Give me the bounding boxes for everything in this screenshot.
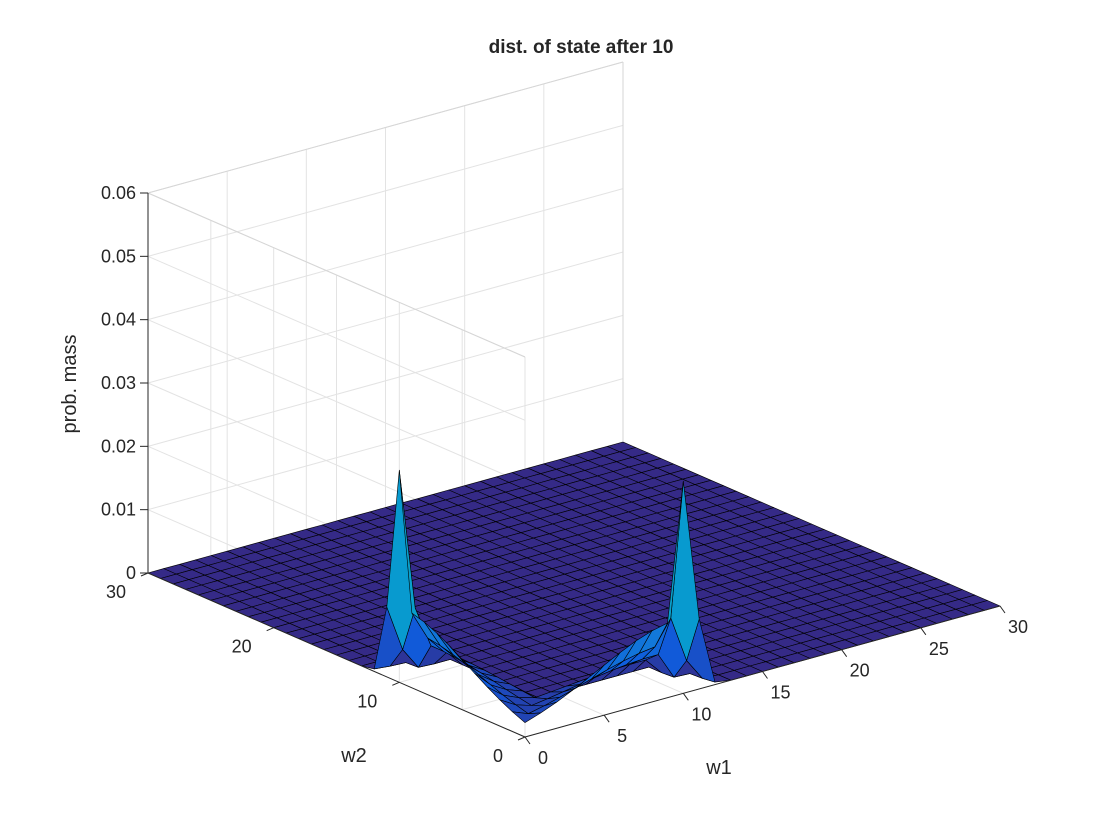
z-tick-label: 0.04 <box>101 310 136 330</box>
x-tick <box>524 736 531 745</box>
x-tick-label: 10 <box>691 704 711 724</box>
x-axis-label: w1 <box>705 757 732 779</box>
y-tick <box>517 736 526 741</box>
y-axis-line <box>147 572 526 738</box>
y-tick-label: 20 <box>232 637 252 657</box>
x-tick <box>841 649 848 657</box>
y-axis-label: w2 <box>340 745 367 767</box>
y-tick-label: 0 <box>493 746 503 766</box>
pane-edge <box>147 192 526 358</box>
y-tick <box>392 681 400 686</box>
x-tick-label: 5 <box>617 726 627 746</box>
x-tick-label: 0 <box>538 748 548 768</box>
axes: 051015202530010203000.010.020.030.040.05… <box>101 183 1028 768</box>
z-tick-label: 0.02 <box>101 436 136 456</box>
x-tick-label: 15 <box>770 683 790 703</box>
y-tick <box>266 627 274 632</box>
chart-title: dist. of state after 10 <box>489 37 674 58</box>
x-tick <box>999 605 1006 614</box>
x-tick-label: 25 <box>929 639 949 659</box>
x-tick <box>762 671 768 679</box>
z-tick-label: 0 <box>126 563 136 583</box>
x-tick <box>920 627 927 636</box>
y-tick-label: 10 <box>357 691 377 711</box>
x-tick <box>603 714 610 723</box>
surface-face <box>512 711 542 723</box>
z-tick-label: 0.05 <box>101 246 136 266</box>
z-tick-label: 0.06 <box>101 183 136 203</box>
x-tick-label: 30 <box>1008 617 1028 637</box>
pane-edge <box>147 61 624 194</box>
surface-mesh <box>147 441 1001 723</box>
x-tick-label: 20 <box>850 661 870 681</box>
z-axis-label: prob. mass <box>59 335 81 434</box>
x-tick <box>682 693 689 701</box>
z-tick-label: 0.03 <box>101 373 136 393</box>
y-tick-label: 30 <box>106 582 126 602</box>
z-tick-label: 0.01 <box>101 500 136 520</box>
